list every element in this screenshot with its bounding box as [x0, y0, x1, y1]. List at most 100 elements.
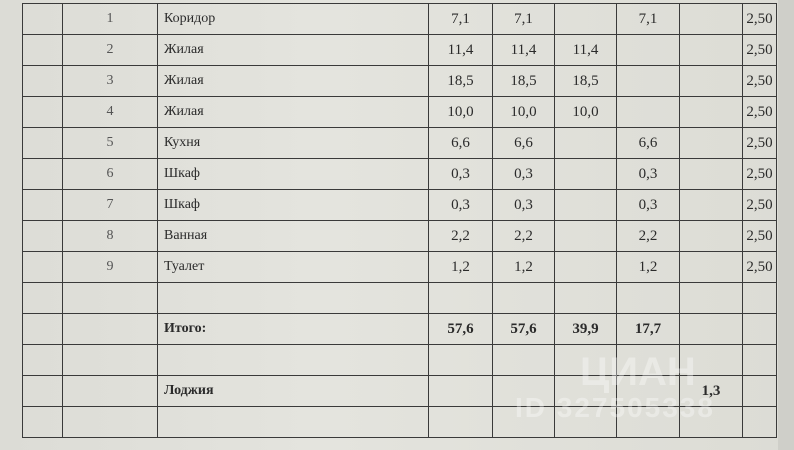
cell-c3 [554, 251, 617, 283]
cell-c2: 7,1 [492, 3, 555, 35]
cell-c3 [554, 406, 617, 438]
cell-c4 [616, 282, 680, 314]
table-row: 5 Кухня 6,6 6,6 6,6 2,50 [22, 127, 777, 159]
cell-name: Жилая [157, 96, 429, 128]
table-row: 6 Шкаф 0,3 0,3 0,3 2,50 [22, 158, 777, 190]
table-row [22, 344, 777, 376]
cell-c5 [679, 406, 743, 438]
cell-c1: 7,1 [428, 3, 493, 35]
cell-c1 [428, 375, 493, 407]
cell-blank [22, 406, 63, 438]
cell-c2: 6,6 [492, 127, 555, 159]
cell-c6: 2,50 [742, 127, 777, 159]
cell-c2: 0,3 [492, 189, 555, 221]
table-row: 4 Жилая 10,0 10,0 10,0 2,50 [22, 96, 777, 128]
cell-c2 [492, 344, 555, 376]
cell-c4 [616, 344, 680, 376]
cell-c1: 11,4 [428, 34, 493, 66]
cell-c4: 0,3 [616, 158, 680, 190]
cell-name: Лоджия [157, 375, 429, 407]
cell-c3: 11,4 [554, 34, 617, 66]
cell-blank [22, 65, 63, 97]
cell-c3 [554, 158, 617, 190]
cell-name: Кухня [157, 127, 429, 159]
cell-c2: 1,2 [492, 251, 555, 283]
cell-blank [22, 189, 63, 221]
cell-n: 4 [62, 96, 158, 128]
cell-c2 [492, 375, 555, 407]
cell-c4 [616, 34, 680, 66]
cell-c3: 10,0 [554, 96, 617, 128]
cell-c3 [554, 127, 617, 159]
cell-n: 2 [62, 34, 158, 66]
cell-c4: 7,1 [616, 3, 680, 35]
cell-c3 [554, 189, 617, 221]
cell-c5 [679, 3, 743, 35]
cell-n [62, 282, 158, 314]
cell-c3 [554, 282, 617, 314]
cell-c2: 2,2 [492, 220, 555, 252]
cell-c2: 10,0 [492, 96, 555, 128]
cell-n: 6 [62, 158, 158, 190]
cell-c6: 2,50 [742, 251, 777, 283]
cell-n: 7 [62, 189, 158, 221]
cell-c2: 0,3 [492, 158, 555, 190]
cell-c5 [679, 220, 743, 252]
cell-c6: 2,50 [742, 3, 777, 35]
cell-c5: 1,3 [679, 375, 743, 407]
cell-c6 [742, 406, 777, 438]
cell-c3 [554, 3, 617, 35]
cell-name: Итого: [157, 313, 429, 345]
cell-c4: 6,6 [616, 127, 680, 159]
cell-name [157, 344, 429, 376]
table-row: Лоджия 1,3 [22, 375, 777, 407]
cell-c6 [742, 344, 777, 376]
cell-c1: 0,3 [428, 189, 493, 221]
cell-c1: 6,6 [428, 127, 493, 159]
table-row [22, 406, 777, 438]
table-row: 1 Коридор 7,1 7,1 7,1 2,50 [22, 3, 777, 35]
table-row: 3 Жилая 18,5 18,5 18,5 2,50 [22, 65, 777, 97]
cell-c6: 2,50 [742, 34, 777, 66]
cell-n: 1 [62, 3, 158, 35]
cell-n: 5 [62, 127, 158, 159]
cell-blank [22, 282, 63, 314]
cell-c5 [679, 189, 743, 221]
cell-n: 8 [62, 220, 158, 252]
cell-c4: 17,7 [616, 313, 680, 345]
cell-c5 [679, 65, 743, 97]
cell-c6 [742, 282, 777, 314]
cell-c1: 10,0 [428, 96, 493, 128]
room-area-table: 1 Коридор 7,1 7,1 7,1 2,50 2 Жилая 11,4 11,4 11,4 2… [22, 3, 777, 438]
cell-c3: 18,5 [554, 65, 617, 97]
cell-c4 [616, 96, 680, 128]
cell-c2 [492, 282, 555, 314]
cell-c3 [554, 344, 617, 376]
cell-name: Ванная [157, 220, 429, 252]
cell-c5 [679, 251, 743, 283]
cell-c6: 2,50 [742, 220, 777, 252]
cell-n: 9 [62, 251, 158, 283]
cell-c1: 18,5 [428, 65, 493, 97]
table-row: 7 Шкаф 0,3 0,3 0,3 2,50 [22, 189, 777, 221]
cell-n [62, 313, 158, 345]
cell-blank [22, 375, 63, 407]
cell-c4: 1,2 [616, 251, 680, 283]
cell-name: Жилая [157, 65, 429, 97]
cell-name: Шкаф [157, 158, 429, 190]
cell-c1 [428, 344, 493, 376]
cell-c6: 2,50 [742, 65, 777, 97]
cell-c1: 57,6 [428, 313, 493, 345]
cell-name: Туалет [157, 251, 429, 283]
cell-c5 [679, 344, 743, 376]
cell-c4 [616, 375, 680, 407]
cell-name [157, 282, 429, 314]
table-row [22, 282, 777, 314]
cell-c5 [679, 96, 743, 128]
cell-c2 [492, 406, 555, 438]
cell-c5 [679, 127, 743, 159]
table-row: 8 Ванная 2,2 2,2 2,2 2,50 [22, 220, 777, 252]
cell-n: 3 [62, 65, 158, 97]
cell-name: Коридор [157, 3, 429, 35]
